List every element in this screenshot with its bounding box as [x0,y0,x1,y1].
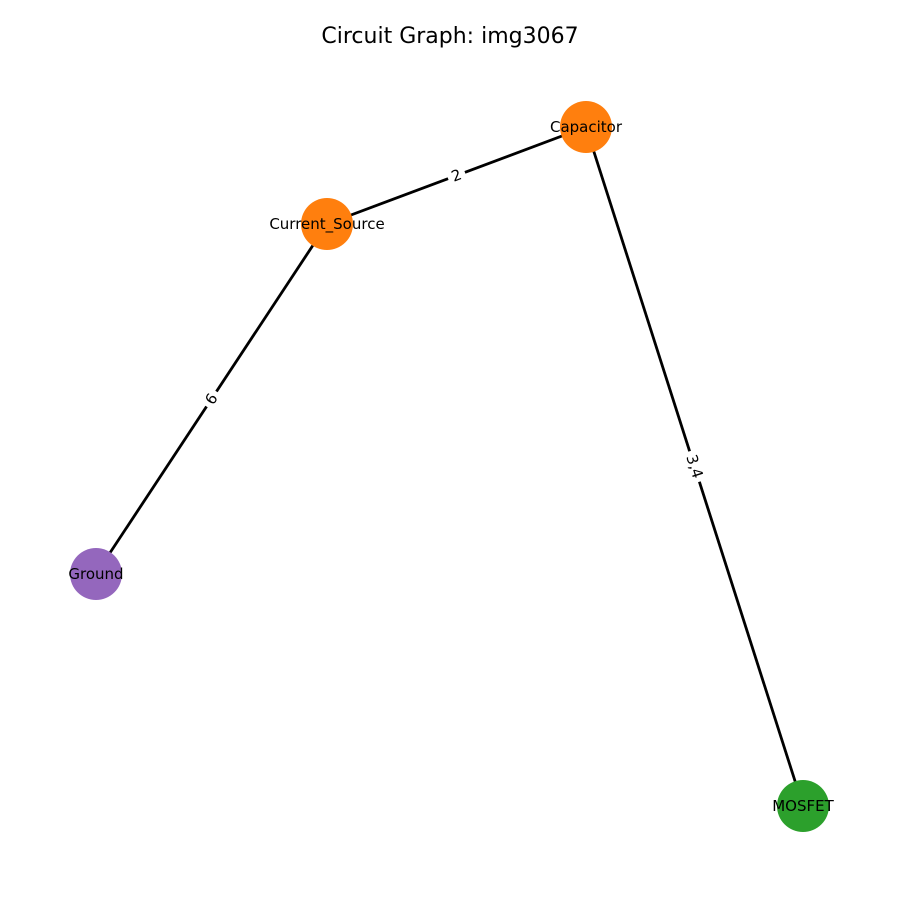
edge-label-capacitor-mosfet: 3,4 [680,448,709,485]
graph-title: Circuit Graph: img3067 [321,24,578,49]
node-ground-circle [70,548,122,600]
node-capacitor: Capacitor [550,101,623,153]
node-current-source-label: Current_Source [269,215,384,234]
edge-label-current-source-ground: 6 [198,385,225,413]
node-ground-label: Ground [68,565,123,583]
node-ground: Ground [68,548,124,600]
node-capacitor-label: Capacitor [550,118,623,136]
edge-label-current-source-capacitor: 2 [444,162,469,189]
node-mosfet-label: MOSFET [772,797,834,815]
node-current-source-circle [301,198,353,250]
nodes-layer: Capacitor Current_Source Ground MOSFET [68,101,835,832]
node-current-source: Current_Source [269,198,385,250]
node-capacitor-circle [560,101,612,153]
edge-labels-layer: 2 6 3,4 [198,162,709,485]
node-mosfet: MOSFET [772,780,835,832]
node-mosfet-circle [777,780,829,832]
